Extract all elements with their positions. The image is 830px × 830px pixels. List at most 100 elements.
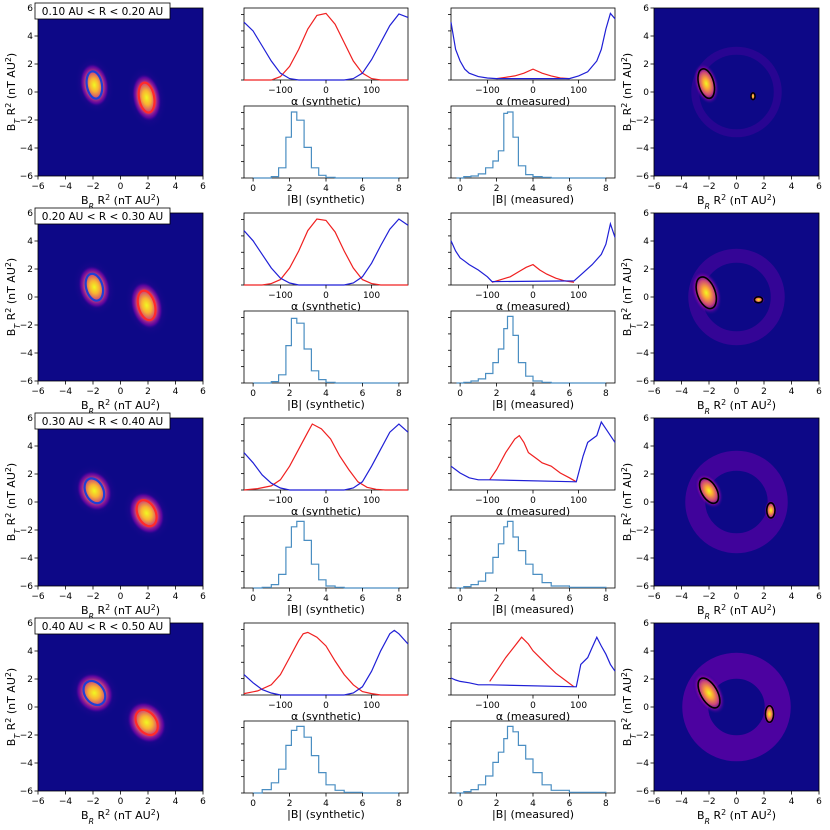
- x-tick-label: 4: [323, 799, 329, 809]
- y-tick-label: 6: [643, 619, 649, 629]
- x-tick-label: 2: [287, 389, 293, 399]
- y-tick-label: 0: [643, 88, 649, 98]
- x-axis-label: BR R2 (nT AU2): [697, 193, 776, 211]
- y-tick-label: −4: [636, 554, 650, 564]
- y-tick-label: 6: [27, 209, 33, 219]
- map-content: [682, 652, 791, 762]
- y-tick-label: 4: [27, 442, 33, 452]
- axes-frame: [450, 720, 616, 794]
- x-tick-label: −100: [268, 701, 293, 711]
- x-axis-label: BR R2 (nT AU2): [81, 398, 160, 416]
- y-tick-label: −4: [636, 349, 650, 359]
- x-tick-label: 2: [287, 594, 293, 604]
- x-tick-label: 0: [118, 592, 124, 602]
- measured-panel-2: −6 −4 −2 0 2 4 6 −6 −4 −2 0 2 4 6 BR R2 (nT AU2) BT R2 …: [620, 414, 823, 621]
- x-tick-label: 8: [603, 184, 609, 194]
- y-tick-label: −2: [20, 321, 33, 331]
- axes-frame: [243, 417, 409, 491]
- y-tick-label: 2: [27, 265, 33, 275]
- x-tick-label: 4: [323, 594, 329, 604]
- x-axis-label: |B| (measured): [492, 808, 574, 821]
- x-tick-label: 6: [816, 592, 822, 602]
- range-title: 0.10 AU < R < 0.20 AU: [42, 6, 163, 18]
- x-tick-label: 4: [789, 592, 795, 602]
- black-contour: [697, 677, 721, 709]
- B-measured-panel-2: 0 2 4 6 8 |B| (measured): [448, 515, 616, 616]
- measured-panel-3: −6 −4 −2 0 2 4 6 −6 −4 −2 0 2 4 6 BR R2 (nT AU2) BT R2 …: [620, 619, 823, 826]
- y-tick-label: −4: [636, 144, 650, 154]
- x-tick-label: 2: [287, 799, 293, 809]
- red-series: [489, 636, 575, 688]
- y-axis-label: BT R2 (nT AU2): [4, 463, 22, 541]
- hist-series: [456, 111, 606, 179]
- x-tick-label: 2: [494, 799, 500, 809]
- y-tick-label: 6: [27, 619, 33, 629]
- x-tick-label: 4: [530, 389, 536, 399]
- B-synthetic-panel-1: 0 2 4 6 8 |B| (synthetic): [241, 310, 409, 411]
- x-tick-label: 4: [530, 594, 536, 604]
- axes-frame: [243, 212, 409, 286]
- x-tick-label: 6: [360, 184, 366, 194]
- x-axis-label: α (synthetic): [291, 95, 361, 108]
- x-tick-label: 2: [761, 797, 767, 807]
- x-tick-label: 8: [603, 389, 609, 399]
- x-tick-label: 0: [734, 797, 740, 807]
- axes-frame: [243, 622, 409, 696]
- x-tick-label: 2: [145, 387, 151, 397]
- map-content: [72, 258, 169, 337]
- black-contour: [695, 276, 718, 310]
- x-tick-label: 2: [287, 184, 293, 194]
- red-series: [244, 218, 408, 286]
- blue-series: [450, 635, 616, 688]
- x-tick-label: −6: [31, 797, 45, 807]
- x-axis-label: α (synthetic): [291, 300, 361, 313]
- x-tick-label: 0: [250, 799, 256, 809]
- y-tick-label: 2: [27, 470, 33, 480]
- red-series: [243, 631, 408, 696]
- x-tick-label: 6: [360, 594, 366, 604]
- x-tick-label: 6: [567, 184, 573, 194]
- x-tick-label: 2: [761, 592, 767, 602]
- axes-frame: [243, 310, 409, 384]
- x-tick-label: 0: [457, 389, 463, 399]
- y-tick-label: 2: [643, 675, 649, 685]
- x-tick-label: 8: [396, 389, 402, 399]
- axes-frame: [450, 310, 616, 384]
- x-axis-label: α (measured): [496, 505, 570, 518]
- y-tick-label: −2: [636, 526, 649, 536]
- x-axis-label: BR R2 (nT AU2): [697, 398, 776, 416]
- red-series: [496, 68, 570, 80]
- x-tick-label: 0: [734, 182, 740, 192]
- y-tick-label: 6: [27, 414, 33, 424]
- x-tick-label: 0: [323, 701, 329, 711]
- x-tick-label: 6: [567, 594, 573, 604]
- x-tick-label: −4: [59, 797, 73, 807]
- y-tick-label: −6: [20, 787, 34, 797]
- ring: [682, 652, 791, 762]
- x-axis-label: α (synthetic): [291, 710, 361, 723]
- range-title-box: 0.40 AU < R < 0.50 AU: [34, 617, 171, 635]
- y-tick-label: −2: [636, 731, 649, 741]
- blue-contour: [84, 272, 105, 302]
- x-tick-label: 4: [173, 387, 179, 397]
- y-tick-label: −6: [636, 787, 650, 797]
- x-tick-label: 0: [323, 86, 329, 96]
- y-tick-label: −4: [20, 554, 34, 564]
- hist-series: [456, 725, 607, 794]
- title-box: [34, 207, 171, 225]
- y-axis-label: BT R2 (nT AU2): [620, 668, 638, 746]
- x-tick-label: 8: [603, 594, 609, 604]
- map-content: [68, 666, 173, 751]
- red-contour: [137, 81, 156, 114]
- x-axis-label: |B| (synthetic): [287, 193, 365, 206]
- x-axis-label: |B| (measured): [492, 398, 574, 411]
- x-tick-label: 8: [396, 594, 402, 604]
- range-title-box: 0.20 AU < R < 0.30 AU: [34, 207, 171, 225]
- y-tick-label: 4: [27, 647, 33, 657]
- x-axis-label: α (measured): [496, 95, 570, 108]
